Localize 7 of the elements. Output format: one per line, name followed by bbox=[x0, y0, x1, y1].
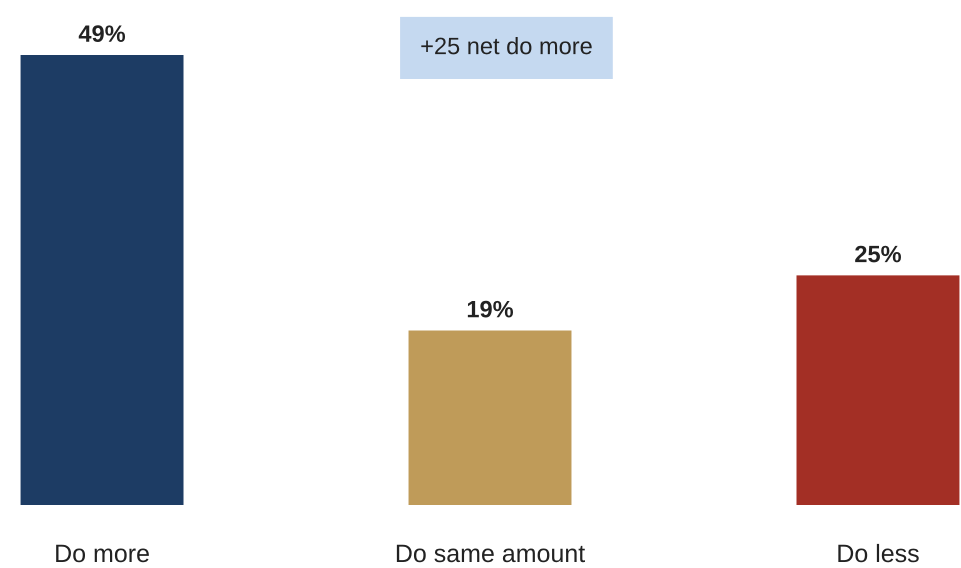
data-label: 19% bbox=[468, 300, 514, 318]
text: +25 net do more bbox=[421, 36, 592, 54]
x-tick-label: Do same amount bbox=[396, 544, 586, 562]
data-label: 25% bbox=[855, 246, 901, 262]
data-label: 49% bbox=[78, 25, 126, 42]
x-tick-label: Do less bbox=[838, 544, 919, 562]
x-tick-label: Do more bbox=[56, 544, 149, 562]
